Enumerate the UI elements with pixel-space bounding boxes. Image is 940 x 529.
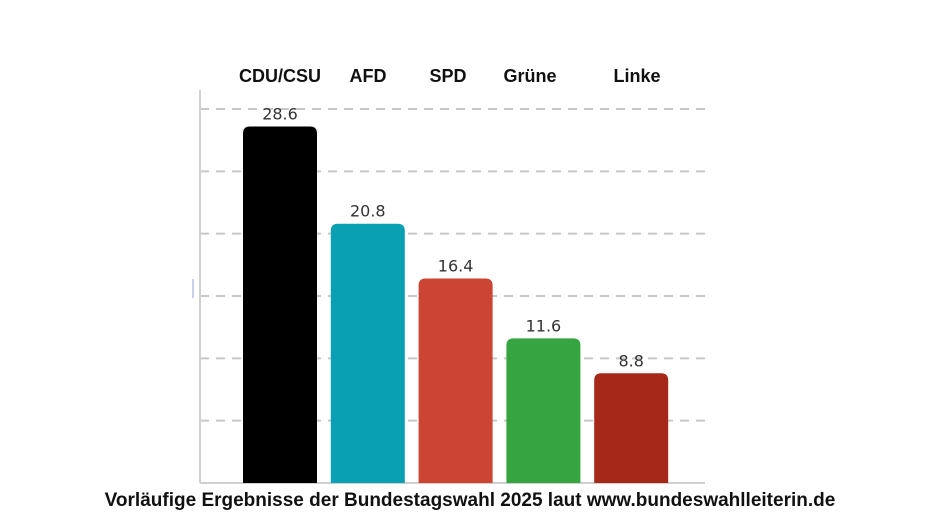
data-label: 11.6	[526, 316, 562, 335]
bar-cdu-csu	[243, 126, 317, 483]
category-label-gruene: Grüne	[503, 66, 557, 86]
chart-caption: Vorläufige Ergebnisse der Bundestagswahl…	[104, 490, 836, 511]
data-label: 16.4	[438, 257, 474, 276]
bar-spd	[418, 278, 493, 483]
category-label-afd: AFD	[349, 66, 387, 86]
data-label: 8.8	[618, 351, 643, 370]
bars: 28.6 20.8 16.4 11.6 8.8	[243, 104, 669, 483]
bar-afd	[330, 223, 405, 483]
category-label-cdu-csu: CDU/CSU	[238, 66, 322, 86]
bar-gr-ne	[506, 338, 581, 483]
data-label: 28.6	[262, 104, 298, 123]
category-label-spd: SPD	[429, 66, 467, 86]
bar-linke	[594, 373, 669, 483]
data-label: 20.8	[350, 202, 386, 221]
category-label-linke: Linke	[613, 66, 661, 86]
